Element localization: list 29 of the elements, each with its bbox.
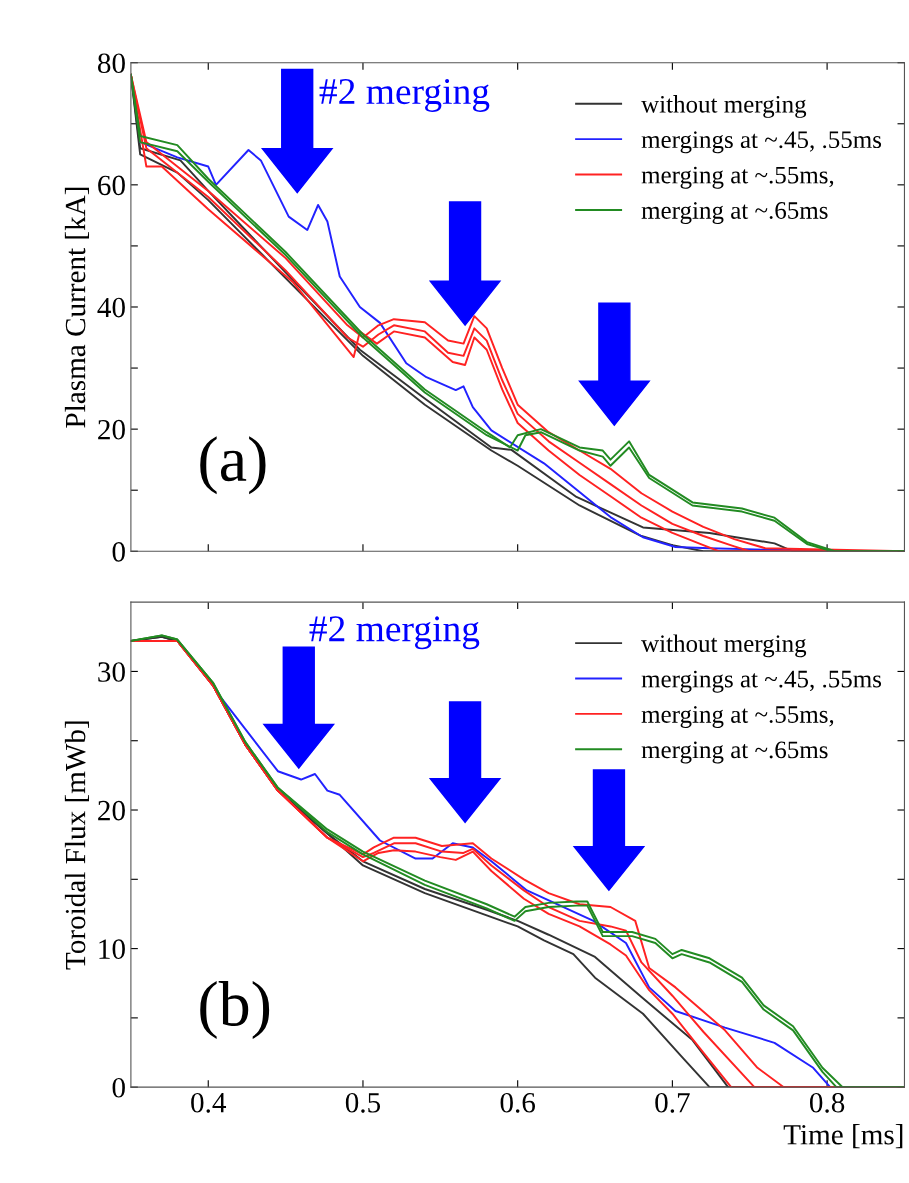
y-tick-label: 30	[98, 662, 125, 682]
legend-label: merging at ~.55ms,	[641, 166, 834, 189]
x-tick-label: 0.5	[345, 1092, 381, 1113]
y-tick-label: 60	[98, 175, 125, 196]
x-tick-label: 0.8	[809, 1092, 845, 1113]
legend-label: merging at ~.55ms,	[641, 706, 834, 729]
y-tick-label: 20	[98, 800, 125, 821]
x-tick-label: 0.7	[655, 1092, 690, 1113]
legend-label: merging at ~.65ms	[641, 202, 828, 225]
y-axis-title: Toroidal Flux [mWb]	[64, 721, 89, 970]
y-tick-label: 10	[99, 939, 125, 959]
x-tick-label: 0.6	[500, 1092, 536, 1113]
annotation: #2 merging	[319, 79, 490, 112]
legend-label: without merging	[641, 95, 807, 118]
legend-label: without merging	[641, 634, 807, 658]
legend-label: mergings at ~.45, .55ms	[641, 131, 882, 154]
y-tick-label: 80	[97, 53, 125, 74]
y-tick-label: 0	[112, 1077, 125, 1098]
annotation: (b)	[200, 981, 270, 1040]
y-axis-title: Plasma Current [kA]	[64, 187, 89, 428]
x-axis-title: Time [ms]	[783, 1124, 903, 1149]
y-tick-label: 0	[112, 542, 125, 562]
y-tick-label: 40	[97, 297, 125, 318]
legend-label: merging at ~.65ms	[641, 741, 828, 764]
y-tick-label: 20	[98, 419, 125, 440]
annotation: #2 merging	[309, 616, 480, 650]
legend-label: mergings at ~.45, .55ms	[641, 670, 882, 693]
annotation: (a)	[200, 436, 266, 495]
x-tick-label: 0.4	[191, 1092, 227, 1113]
